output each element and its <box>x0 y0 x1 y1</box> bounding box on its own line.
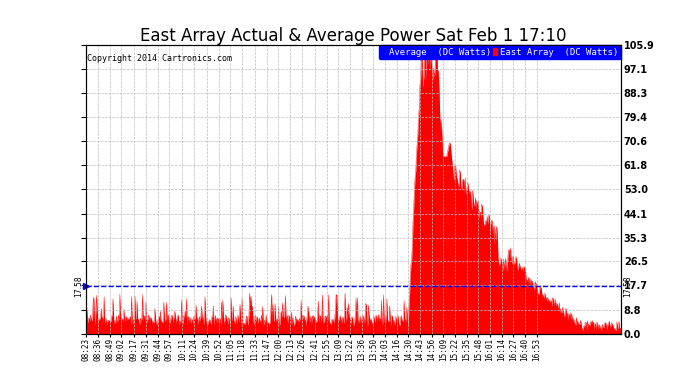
Text: Copyright 2014 Cartronics.com: Copyright 2014 Cartronics.com <box>88 54 233 63</box>
Text: 17.58: 17.58 <box>624 275 633 297</box>
Legend: Average  (DC Watts), East Array  (DC Watts): Average (DC Watts), East Array (DC Watts… <box>379 45 621 59</box>
Title: East Array Actual & Average Power Sat Feb 1 17:10: East Array Actual & Average Power Sat Fe… <box>140 27 567 45</box>
Text: 17.58: 17.58 <box>75 275 83 297</box>
